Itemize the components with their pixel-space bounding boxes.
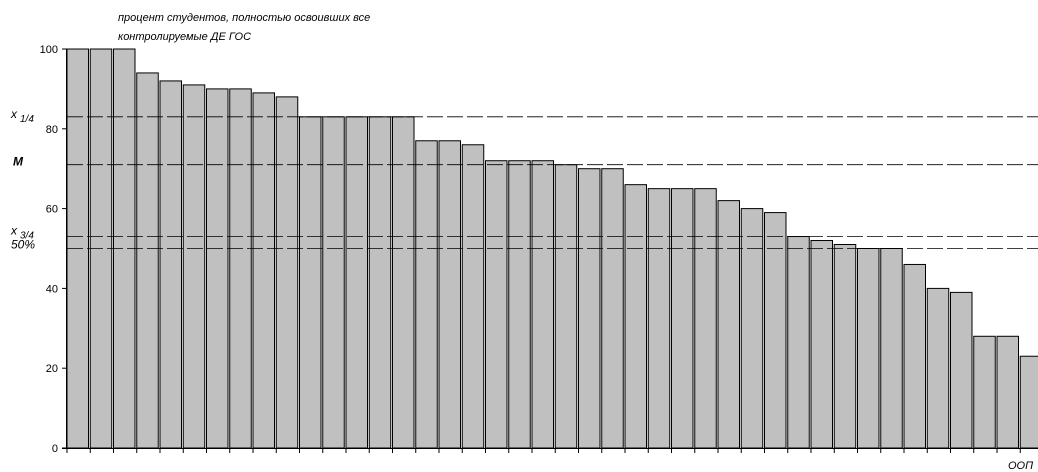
y-axis: 0 20 40 60 80 100 [40, 44, 67, 455]
bar [578, 168, 601, 449]
bar [438, 140, 461, 449]
y-tick-label: 0 [52, 443, 58, 455]
bar [926, 287, 950, 449]
bar [717, 200, 740, 449]
bar [508, 160, 531, 449]
bar [322, 116, 345, 449]
bar [461, 144, 485, 449]
bars [66, 48, 1038, 449]
x-axis [62, 448, 1038, 453]
y-tick-label: 20 [46, 363, 58, 375]
bar [554, 164, 578, 449]
chart-title: процент студентов, полностью освоивших в… [118, 12, 370, 43]
chart-title-line-2: контролируемые ДЕ ГОС [118, 31, 251, 43]
bar [136, 72, 159, 449]
bar [299, 116, 322, 449]
bar [996, 335, 1019, 449]
bar [810, 240, 833, 449]
chart-title-line-1: процент студентов, полностью освоивших в… [118, 12, 370, 24]
reference-lines [67, 116, 1038, 249]
bar [857, 248, 880, 449]
bar [694, 188, 717, 449]
bar [624, 184, 647, 449]
bar [973, 335, 996, 449]
bar [647, 188, 671, 449]
y-tick-label: 40 [46, 283, 58, 295]
y-tick-label: 80 [46, 124, 58, 136]
reference-label-half: 50% [11, 238, 35, 252]
bar [485, 160, 508, 449]
y-tick-label: 100 [40, 44, 58, 56]
bar [345, 116, 368, 449]
bar [601, 168, 624, 449]
bar [880, 248, 903, 449]
bar [392, 116, 415, 449]
reference-label-q1: x 1/4 [10, 107, 34, 125]
bar [159, 80, 182, 449]
bar [833, 244, 857, 449]
x-axis-label: ООП [1008, 460, 1033, 472]
reference-labels: x 1/4Мx 3/450% [10, 107, 35, 252]
bar [950, 291, 973, 449]
bar [206, 88, 229, 449]
bar [415, 140, 438, 449]
bar [671, 188, 694, 449]
y-tick-label: 60 [46, 204, 58, 216]
bar [1019, 355, 1038, 449]
bar [740, 208, 764, 449]
bar [229, 88, 252, 449]
bar [764, 212, 787, 449]
bar [903, 263, 926, 449]
bar [252, 92, 275, 449]
bar [182, 84, 206, 449]
bar [275, 96, 299, 449]
bar [368, 116, 392, 449]
bar [531, 160, 554, 449]
reference-label-median: М [13, 155, 24, 169]
bar [787, 236, 810, 449]
